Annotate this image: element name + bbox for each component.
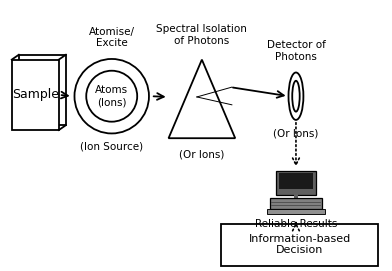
FancyBboxPatch shape [276,171,316,195]
FancyBboxPatch shape [294,194,298,198]
Text: Reliable Results: Reliable Results [255,219,337,229]
Text: (Or Ions): (Or Ions) [179,149,225,159]
Text: Information-based
Decision: Information-based Decision [249,234,351,255]
FancyBboxPatch shape [19,55,66,125]
Text: Atoms
(Ions): Atoms (Ions) [95,85,128,107]
FancyBboxPatch shape [221,224,378,266]
FancyBboxPatch shape [12,60,59,130]
FancyBboxPatch shape [267,209,325,214]
Text: Sample: Sample [12,88,59,101]
Text: (Ion Source): (Ion Source) [80,141,143,151]
Text: Detector of
Photons: Detector of Photons [267,40,325,62]
Text: (Or Ions): (Or Ions) [273,128,319,138]
Text: Spectral Isolation
of Photons: Spectral Isolation of Photons [156,24,247,46]
FancyBboxPatch shape [270,198,322,209]
Text: Atomise/
Excite: Atomise/ Excite [89,27,135,48]
FancyBboxPatch shape [279,173,313,189]
